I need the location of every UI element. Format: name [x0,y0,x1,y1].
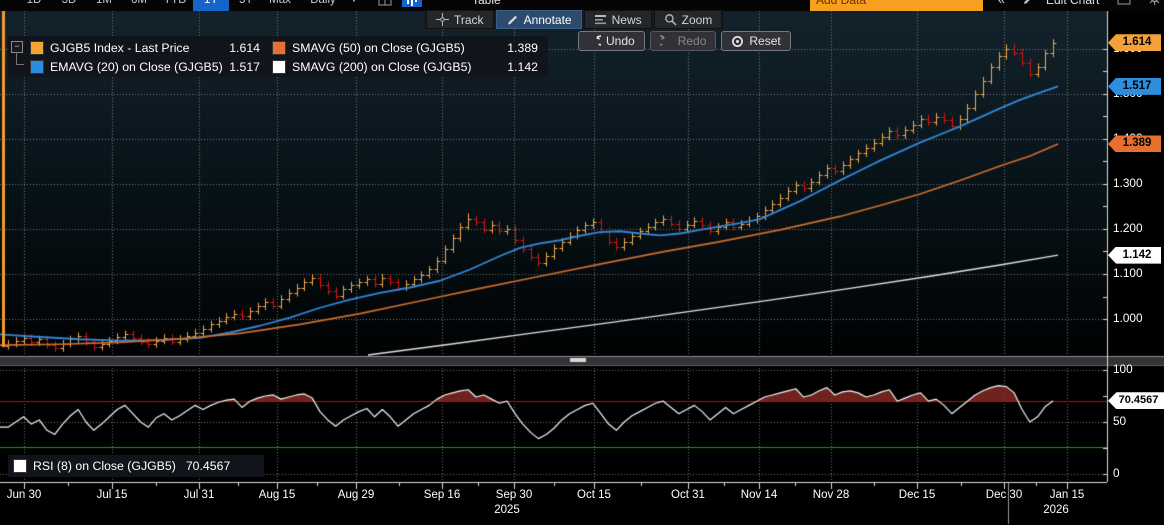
news-label: News [612,13,642,27]
price-axis-label: 1.300 [1113,176,1143,190]
legend-value: 1.142 [507,60,538,74]
add-data-input[interactable]: Add Data [810,0,983,11]
chart-type-icon[interactable] [402,0,422,7]
legend-item-smavg50[interactable]: SMAVG (50) on Close (GJGB5) 1.389 [272,38,538,57]
rsi-axis-label: 0 [1113,466,1120,480]
rsi-axis-label: 50 [1113,414,1126,428]
smavg50-swatch [272,41,286,55]
tab-1y[interactable]: 1Y [193,0,229,11]
legend-value: 1.614 [229,41,260,55]
news-button[interactable]: News [584,10,652,29]
pencil-icon [506,13,519,26]
price-tag: 1.142 [1108,247,1161,264]
tab-6m[interactable]: 6M [125,0,153,11]
date-label: Oct 31 [671,489,705,501]
date-label: Oct 15 [577,489,611,501]
date-label: Dec 30 [986,489,1022,501]
window-icon[interactable] [1117,0,1131,5]
price-tag: 1.614 [1108,34,1161,51]
tab-3d[interactable]: 3D [55,0,83,11]
price-tag: 1.389 [1108,135,1161,152]
legend-item-emavg20[interactable]: EMAVG (20) on Close (GJGB5) 1.517 [30,57,260,76]
date-label: Aug 15 [259,489,295,501]
redo-arrow-icon [660,35,673,47]
table-grid-icon[interactable] [378,0,393,7]
year-label: 2026 [1043,504,1069,516]
date-label: Dec 15 [899,489,935,501]
date-label: Sep 16 [424,489,460,501]
last-price-swatch [30,41,44,55]
price-axis-label: 1.000 [1113,311,1143,325]
date-label: Nov 14 [741,489,777,501]
pencil-icon[interactable] [1023,0,1036,5]
price-axis-label: 1.200 [1113,221,1143,235]
date-label: Sep 30 [496,489,532,501]
tab-5y[interactable]: 5Y [232,0,260,11]
rsi-legend[interactable]: RSI (8) on Close (GJGB5) 70.4567 [8,455,264,477]
zoom-label: Zoom [682,13,713,27]
legend-tree-stub [16,64,24,65]
date-label: Jun 30 [7,489,42,501]
legend-value: 1.389 [507,41,538,55]
date-label: Aug 29 [338,489,374,501]
undo-button[interactable]: Undo [578,31,645,51]
emavg20-swatch [30,60,44,74]
rsi-swatch [13,459,27,473]
legend-expander-icon[interactable]: − [11,41,23,53]
chart-legend: − GJGB5 Index - Last Price 1.614 SMAVG (… [8,36,548,77]
legend-item-smavg200[interactable]: SMAVG (200) on Close (GJGB5) 1.142 [272,57,538,76]
tab-1d[interactable]: 1D [20,0,48,11]
tab-1m[interactable]: 1M [90,0,118,11]
annotate-label: Annotate [524,13,572,27]
redo-label: Redo [678,34,707,48]
undo-label: Undo [606,34,635,48]
date-label: Jan 15 [1050,489,1085,501]
panel-resize-handle[interactable] [0,356,1164,366]
tab-ytd[interactable]: YTD [158,0,192,11]
undo-arrow-icon [588,35,601,47]
track-button[interactable]: Track [426,10,494,29]
annotate-button[interactable]: Annotate [496,10,582,29]
track-label: Track [454,13,484,27]
annotation-edit-toolbar: Undo Redo Reset [578,31,791,51]
price-axis-label: 1.100 [1113,266,1143,280]
legend-label: SMAVG (50) on Close (GJGB5) [292,41,465,55]
chart-canvas[interactable] [0,0,1164,525]
settings-icon[interactable] [1148,0,1161,5]
bloomberg-chart-window: 1D 3D 1M 6M YTD 1Y 5Y Max Daily ▼ Table … [0,0,1164,525]
legend-label: GJGB5 Index - Last Price [50,41,189,55]
zoom-button[interactable]: Zoom [654,10,723,29]
rsi-legend-label: RSI (8) on Close (GJGB5) [33,459,176,473]
year-label: 2025 [494,504,520,516]
legend-label: EMAVG (20) on Close (GJGB5) [50,60,223,74]
chart-tools-toolbar: Track Annotate News Zoom [424,10,724,29]
magnifier-icon [664,13,677,26]
rsi-value-tag: 70.4567 [1108,392,1164,409]
smavg200-swatch [272,60,286,74]
tab-max[interactable]: Max [263,0,297,11]
rsi-legend-value: 70.4567 [186,459,230,473]
edit-chart-button[interactable]: Edit Chart [1046,0,1099,11]
chevron-down-icon[interactable]: ▼ [350,0,358,11]
legend-item-last-price[interactable]: GJGB5 Index - Last Price 1.614 [30,38,260,57]
date-label: Nov 28 [813,489,849,501]
price-tag: 1.517 [1108,78,1161,95]
reset-circle-icon [731,35,744,48]
legend-value: 1.517 [229,60,260,74]
reset-label: Reset [749,34,780,48]
reset-button[interactable]: Reset [721,31,790,51]
legend-label: SMAVG (200) on Close (GJGB5) [292,60,472,74]
date-label: Jul 31 [184,489,215,501]
crosshair-icon [436,13,449,26]
periodicity-dropdown[interactable]: Daily [303,0,343,11]
news-lines-icon [594,13,607,26]
chevrons-left-icon[interactable]: « [998,0,1005,11]
date-label: Jul 15 [97,489,128,501]
redo-button[interactable]: Redo [650,31,717,51]
